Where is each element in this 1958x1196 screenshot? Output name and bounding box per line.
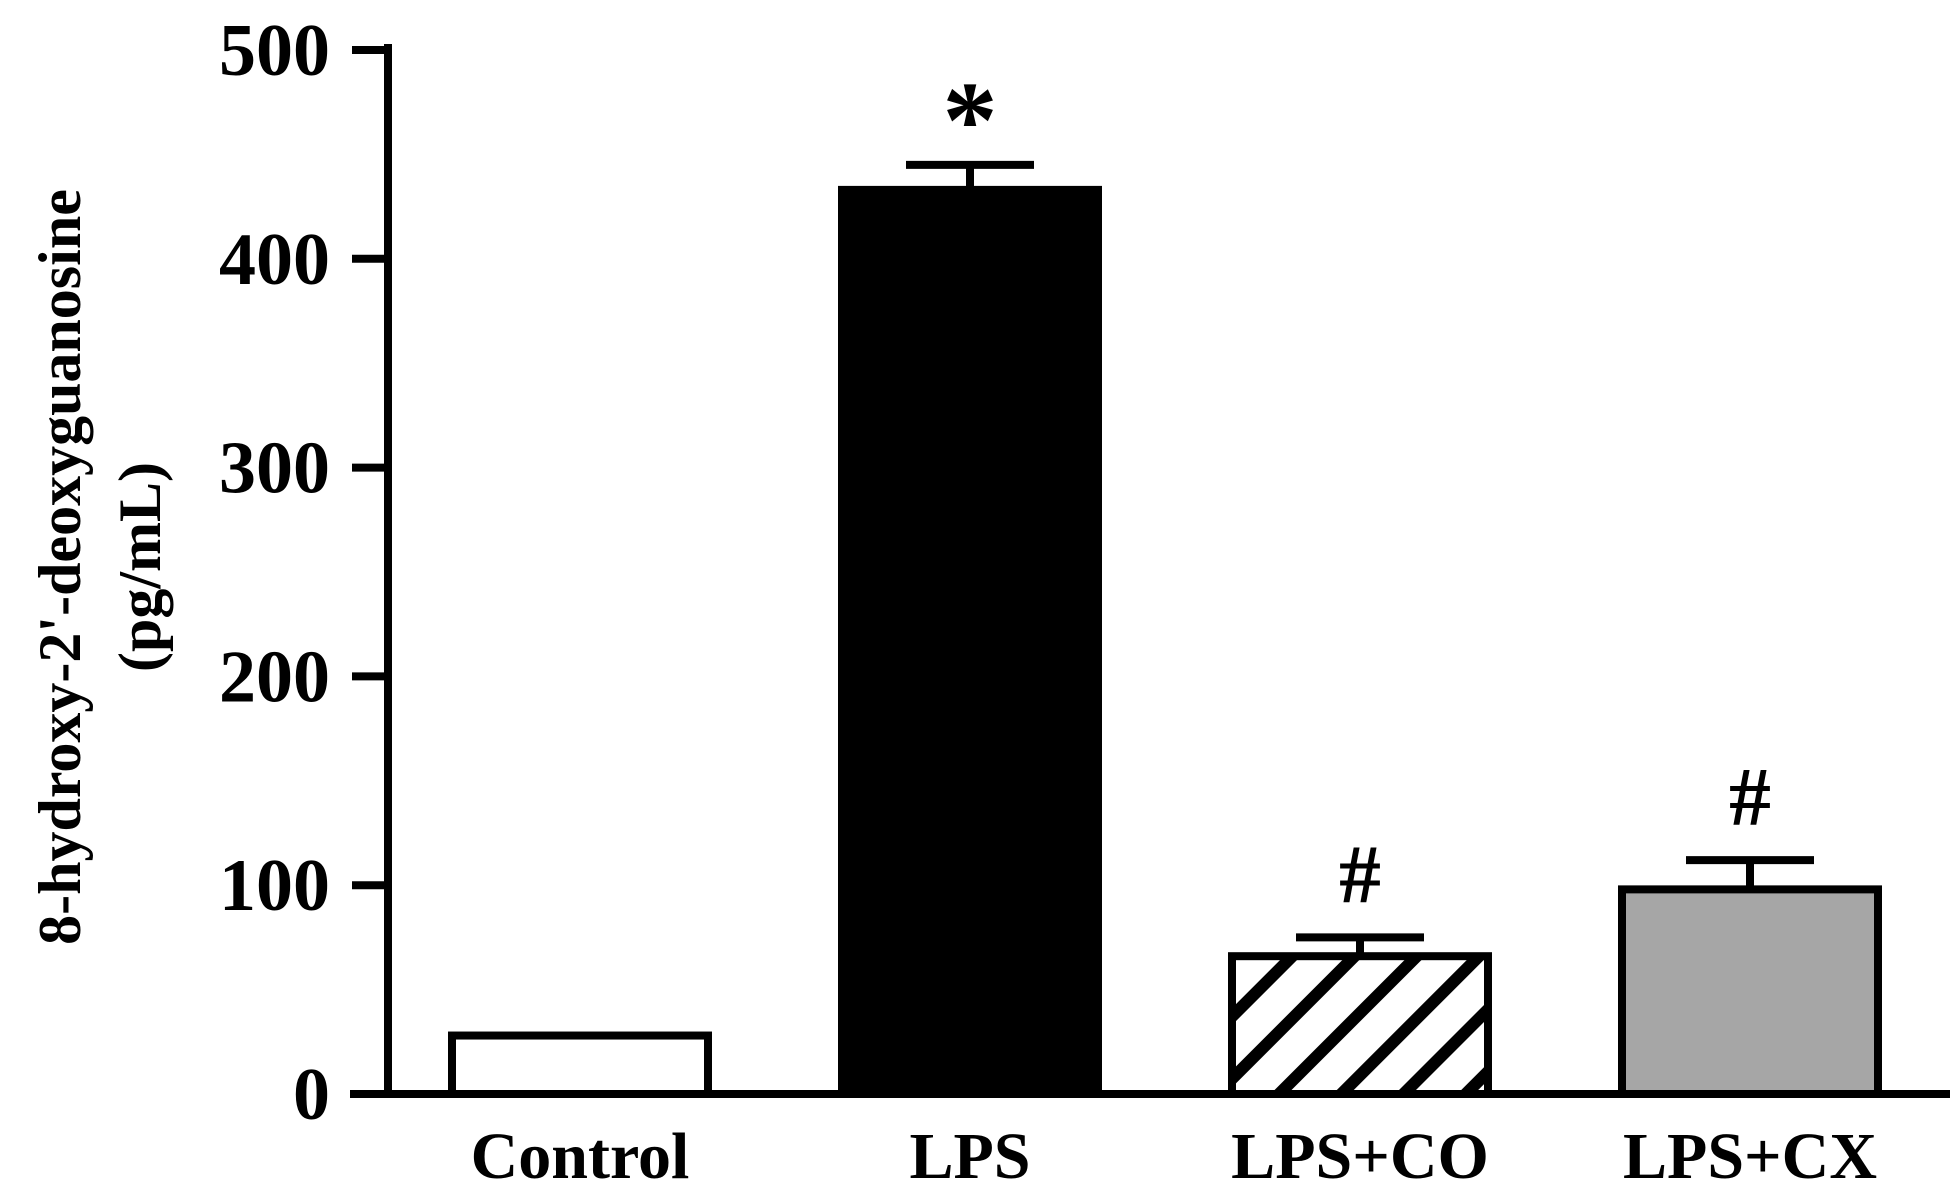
y-tick-label: 200 <box>219 636 330 718</box>
y-tick-label: 400 <box>219 219 330 301</box>
error-bar <box>1686 856 1814 890</box>
x-category-label: LPS <box>909 1120 1030 1193</box>
y-tick-label: 300 <box>219 428 330 510</box>
y-axis-title: 8-hydroxy-2'-deoxyguanosine (pg/mL) <box>27 189 173 945</box>
axes-layer <box>350 44 1950 1098</box>
y-tick-label: 0 <box>293 1054 330 1136</box>
bar-lps <box>838 185 1102 1098</box>
error-bar <box>1296 933 1424 957</box>
bar-lps-co <box>1228 952 1492 1099</box>
significance-markers: * # # <box>943 59 1772 922</box>
y-tick-label: 500 <box>219 10 330 92</box>
x-category-label: LPS+CO <box>1231 1120 1489 1193</box>
x-category-labels: Control LPS LPS+CO LPS+CX <box>471 1120 1877 1193</box>
y-axis-title-line-1: 8-hydroxy-2'-deoxyguanosine <box>27 189 93 945</box>
x-category-label: Control <box>471 1120 690 1193</box>
significance-hash: # <box>1339 828 1381 921</box>
y-axis-title-line-2: (pg/mL) <box>107 462 173 672</box>
bar-lps-cx <box>1618 885 1882 1098</box>
x-category-label: LPS+CX <box>1623 1120 1877 1193</box>
bar-control <box>448 1031 712 1099</box>
error-bar <box>906 160 1034 190</box>
y-tick-label: 100 <box>219 845 330 927</box>
bars-layer <box>448 160 1882 1099</box>
significance-asterisk: * <box>943 59 998 181</box>
y-ticks: 0 100 200 300 400 500 <box>219 10 388 1136</box>
significance-hash: # <box>1729 751 1771 844</box>
